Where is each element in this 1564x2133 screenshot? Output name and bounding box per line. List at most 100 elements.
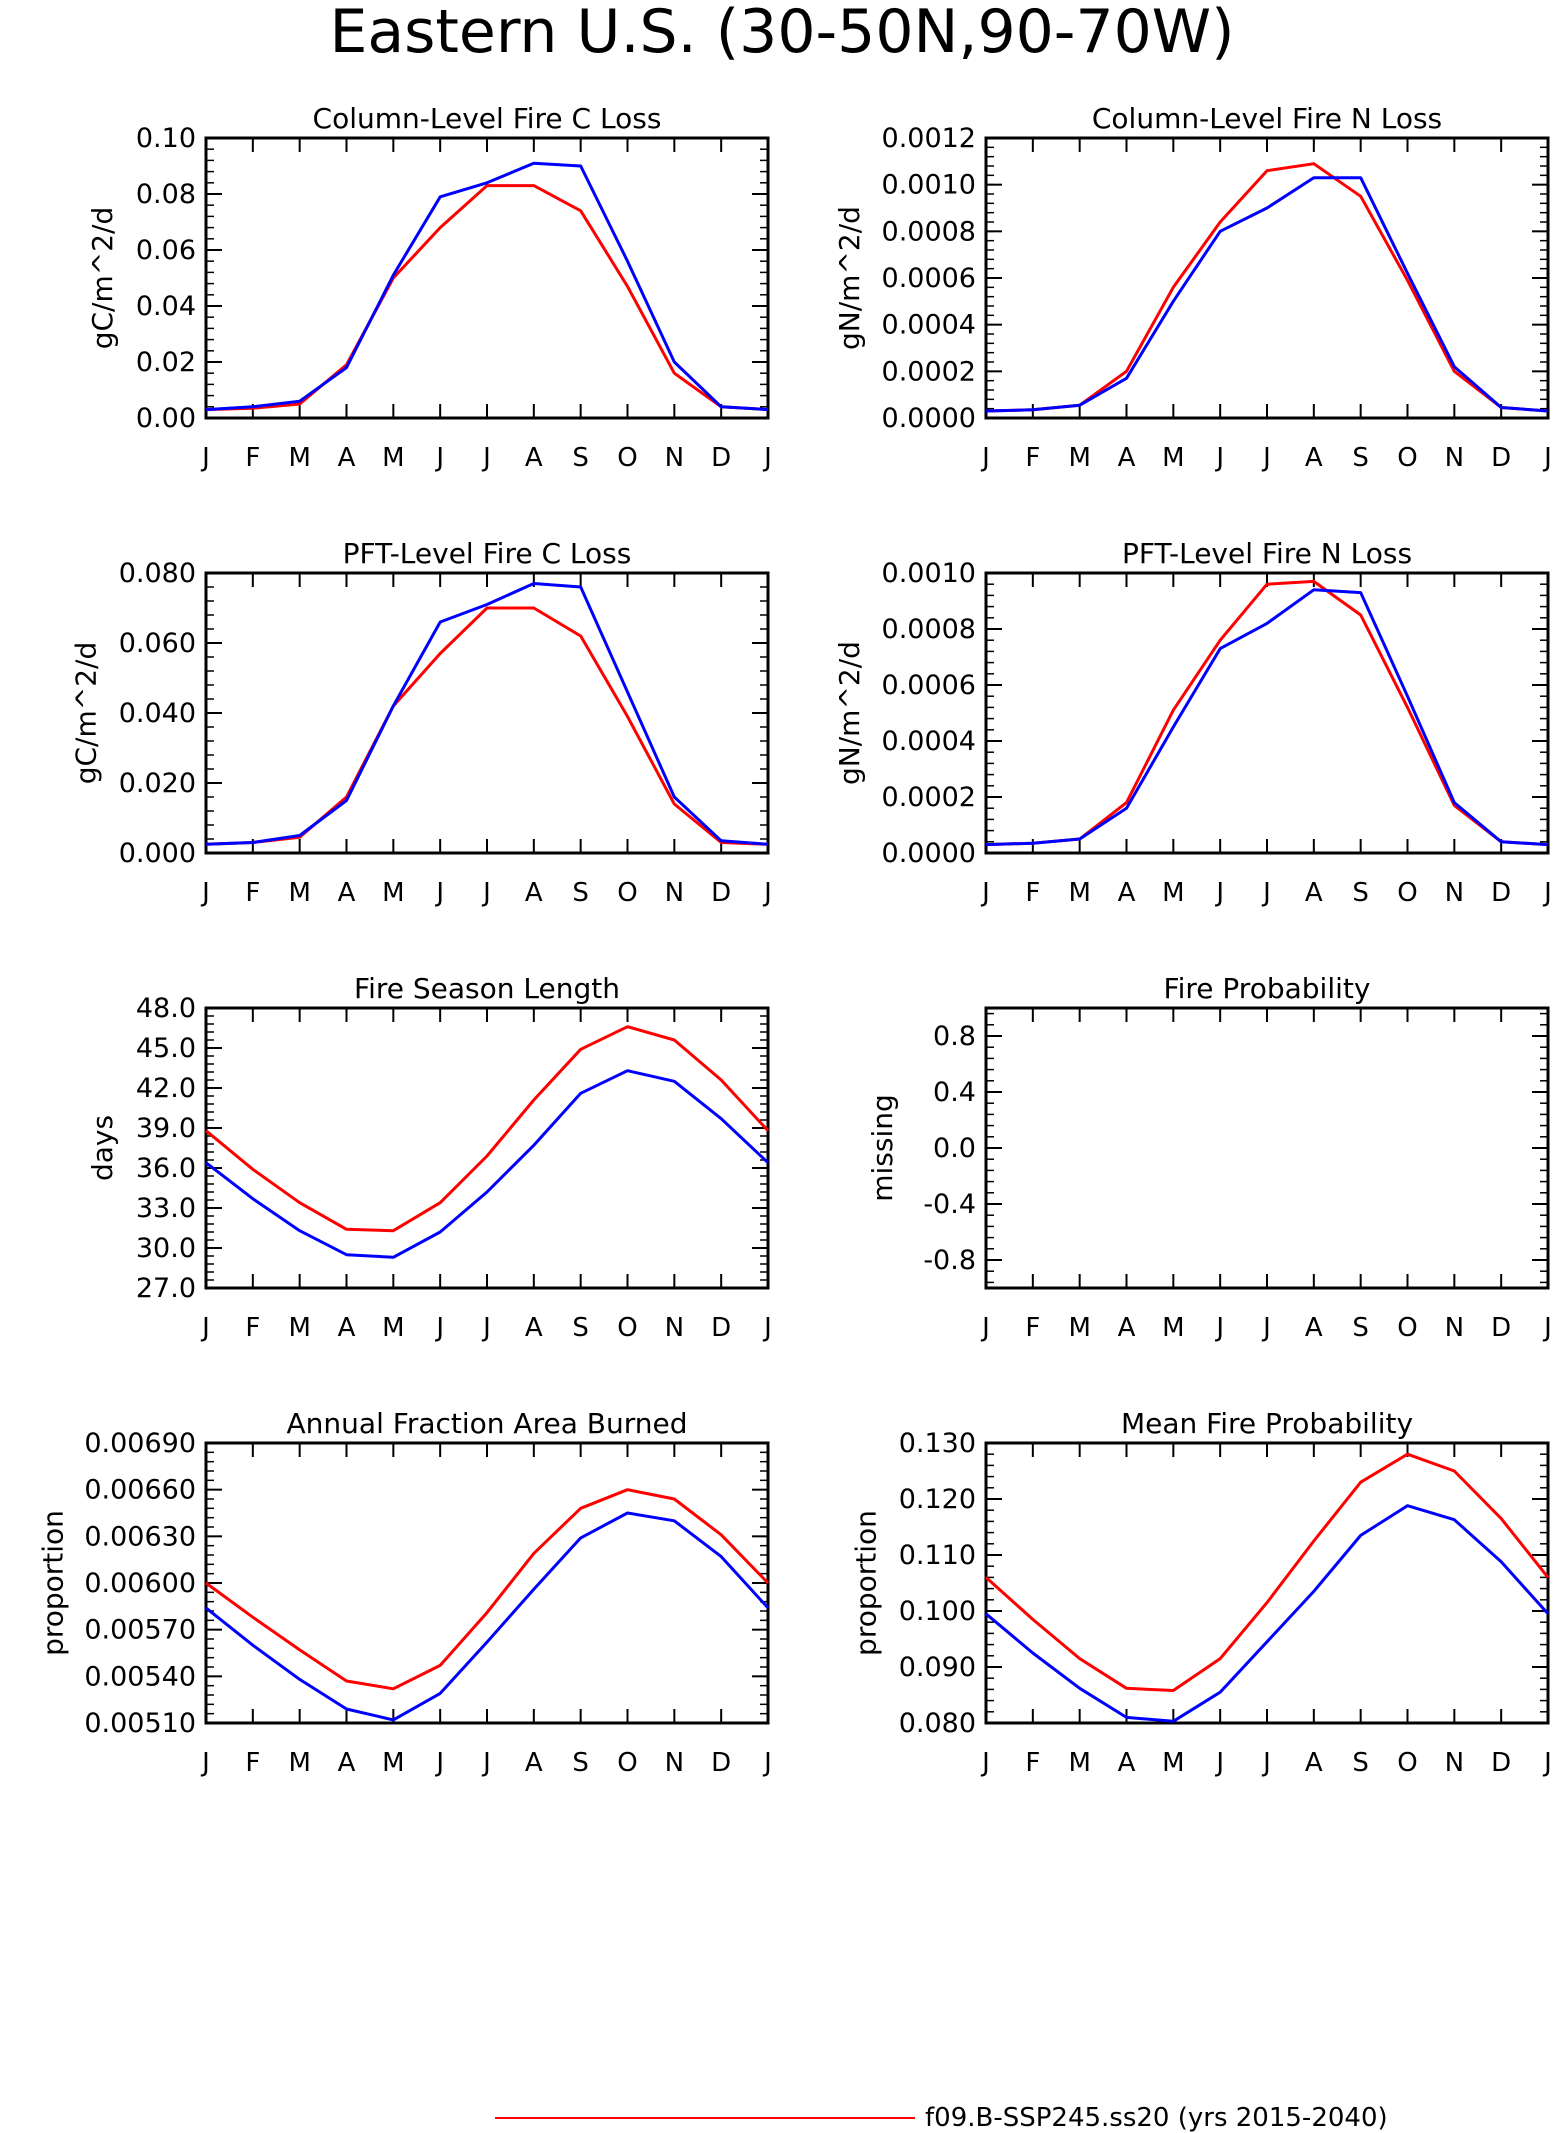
x-tick-label: M — [382, 443, 404, 473]
series-line-blue — [205, 1069, 770, 1259]
x-tick-label: D — [711, 878, 731, 908]
y-tick-label: 0.110 — [899, 1540, 976, 1571]
y-tick-label: 0.0006 — [882, 263, 976, 294]
y-tick-label: 0.4 — [933, 1077, 976, 1108]
x-tick-label: J — [980, 1748, 990, 1778]
x-tick-label: D — [1491, 878, 1511, 908]
panel-7: J F M A M J J A S O N D J0.0800.0900.1000.1100.1200.… — [850, 1407, 1552, 1778]
panel-1: J F M A M J J A S O N D J0.00000.00020.00040.00060.0… — [833, 102, 1552, 473]
y-tick-label: 0.0002 — [882, 782, 976, 813]
x-tick-label: O — [1397, 1748, 1417, 1778]
x-tick-label: D — [1491, 443, 1511, 473]
x-tick-label: A — [525, 443, 543, 473]
y-tick-label: 27.0 — [136, 1273, 196, 1304]
x-tick-label: M — [1162, 1748, 1184, 1778]
y-tick-label: 0.06 — [136, 235, 196, 266]
x-tick-label: S — [572, 1313, 589, 1343]
x-tick-label: A — [525, 1313, 543, 1343]
x-tick-label: F — [1025, 443, 1040, 473]
series-line-red — [205, 1025, 770, 1233]
x-tick-label: M — [382, 878, 404, 908]
x-tick-label: A — [338, 878, 356, 908]
y-tick-label: 0.00600 — [84, 1568, 196, 1599]
x-tick-label: A — [1118, 1748, 1136, 1778]
legend: f09.B-SSP245.ss20 (yrs 2015-2040) — [495, 2103, 1388, 2133]
y-tick-label: 0.0006 — [882, 670, 976, 701]
y-axis-label: proportion — [37, 1510, 70, 1656]
x-tick-label: J — [1261, 878, 1271, 908]
y-tick-label: 0.0002 — [882, 356, 976, 387]
y-tick-label: 0.120 — [899, 1484, 976, 1515]
x-tick-label: A — [338, 1313, 356, 1343]
x-tick-label: O — [1397, 1313, 1417, 1343]
series-line-blue — [205, 161, 769, 412]
y-tick-label: 0.130 — [899, 1428, 976, 1459]
x-tick-label: F — [245, 1313, 260, 1343]
y-axis-label: missing — [866, 1094, 899, 1202]
y-tick-label: 0.0008 — [882, 614, 976, 645]
x-tick-label: J — [1542, 1313, 1552, 1343]
x-tick-label: A — [1118, 878, 1136, 908]
y-axis-label: gN/m^2/d — [833, 206, 866, 350]
y-tick-label: 42.0 — [136, 1073, 196, 1104]
x-tick-label: O — [617, 878, 637, 908]
panel-4: J F M A M J J A S O N D J27.030.033.036.039.042.045.… — [86, 972, 772, 1343]
y-tick-label: -0.4 — [923, 1189, 976, 1220]
x-tick-label: M — [1162, 1313, 1184, 1343]
x-tick-label: A — [1305, 443, 1323, 473]
y-axis-label: gC/m^2/d — [86, 207, 119, 350]
figure-title: Eastern U.S. (30-50N,90-70W) — [329, 0, 1234, 67]
x-tick-label: S — [1352, 1313, 1369, 1343]
panels-group: J F M A M J J A S O N D J0.000.020.040.060.080.10Col… — [37, 102, 1552, 1778]
x-tick-label: N — [1445, 1313, 1464, 1343]
x-tick-label: J — [1214, 443, 1224, 473]
x-tick-label: N — [665, 878, 684, 908]
y-axis-label: gN/m^2/d — [833, 641, 866, 785]
x-tick-label: M — [288, 878, 310, 908]
x-tick-label: F — [245, 443, 260, 473]
x-tick-label: M — [382, 1748, 404, 1778]
series-line-blue — [985, 588, 1549, 847]
x-tick-label: S — [1352, 1748, 1369, 1778]
y-tick-label: 0.00570 — [84, 1615, 196, 1646]
x-tick-label: J — [762, 878, 772, 908]
x-tick-label: M — [288, 1748, 310, 1778]
plot-frame — [204, 1441, 770, 1725]
x-tick-label: J — [1261, 443, 1271, 473]
y-tick-label: 0.090 — [899, 1652, 976, 1683]
y-tick-label: 0.04 — [136, 291, 196, 322]
x-tick-label: J — [1214, 878, 1224, 908]
x-tick-label: O — [617, 443, 637, 473]
x-tick-label: M — [1068, 878, 1090, 908]
x-tick-label: O — [617, 1313, 637, 1343]
x-tick-label: A — [525, 1748, 543, 1778]
x-tick-label: A — [338, 1748, 356, 1778]
x-tick-label: J — [200, 443, 210, 473]
x-tick-label: J — [1261, 1313, 1271, 1343]
x-tick-label: S — [572, 878, 589, 908]
x-tick-label: D — [711, 443, 731, 473]
x-tick-label: A — [338, 443, 356, 473]
x-tick-label: A — [525, 878, 543, 908]
x-tick-label: N — [1445, 443, 1464, 473]
legend-label: f09.B-SSP245.ss20 (yrs 2015-2040) — [925, 2103, 1388, 2133]
x-tick-label: J — [434, 878, 444, 908]
x-tick-label: J — [980, 443, 990, 473]
x-tick-label: M — [288, 1313, 310, 1343]
x-tick-label: J — [481, 1313, 491, 1343]
x-tick-label: J — [200, 1748, 210, 1778]
plot-frame — [204, 136, 770, 420]
y-tick-label: 30.0 — [136, 1233, 196, 1264]
x-tick-label: S — [1352, 443, 1369, 473]
y-tick-label: 0.0 — [933, 1133, 976, 1164]
x-tick-label: O — [1397, 443, 1417, 473]
x-tick-label: J — [434, 1748, 444, 1778]
x-tick-label: O — [1397, 878, 1417, 908]
x-tick-label: J — [434, 443, 444, 473]
series-line-blue — [985, 1504, 1550, 1723]
y-tick-label: 48.0 — [136, 993, 196, 1024]
y-tick-label: 33.0 — [136, 1193, 196, 1224]
panel-title: Fire Probability — [1164, 972, 1371, 1005]
x-tick-label: A — [1305, 1748, 1323, 1778]
